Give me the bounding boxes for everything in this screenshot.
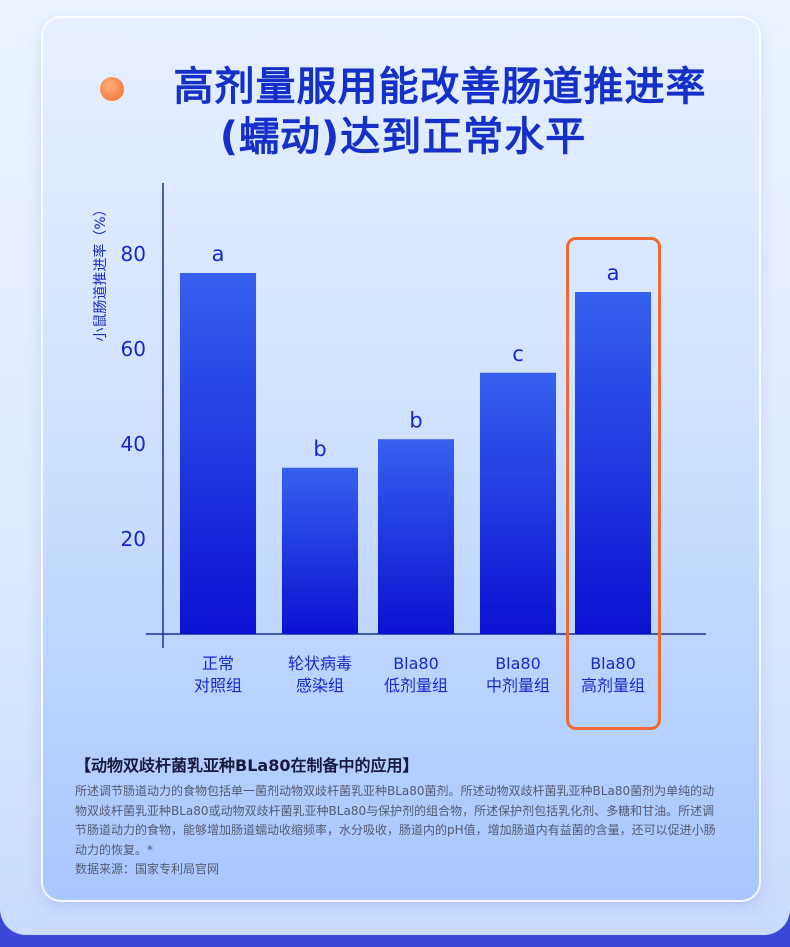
title-bullet-icon bbox=[100, 77, 124, 101]
bar bbox=[282, 467, 358, 634]
x-tick-label: 正常 对照组 bbox=[193, 654, 242, 695]
bar bbox=[180, 273, 256, 634]
page-title: 高剂量服用能改善肠道推进率 (蠕动)达到正常水平 bbox=[60, 62, 760, 162]
x-tick-label: 轮状病毒 感染组 bbox=[287, 654, 352, 695]
note-source: 数据来源：国家专利局官网 bbox=[75, 862, 220, 876]
x-tick-label: Bla80 低剂量组 bbox=[383, 654, 448, 695]
significance-label: b bbox=[409, 408, 422, 432]
bar bbox=[378, 439, 454, 634]
highlight-box bbox=[566, 237, 661, 730]
title-line-1: 高剂量服用能改善肠道推进率 bbox=[173, 64, 707, 110]
title-line-2: (蠕动)达到正常水平 bbox=[219, 114, 587, 160]
x-tick-label: Bla80 高剂量组 bbox=[580, 654, 645, 695]
y-tick-label: 20 bbox=[121, 527, 146, 551]
note-title: 【动物双歧杆菌乳亚种BLa80在制备中的应用】 bbox=[75, 756, 419, 775]
significance-label: a bbox=[212, 242, 225, 266]
bar bbox=[480, 372, 556, 634]
note-section: 【动物双歧杆菌乳亚种BLa80在制备中的应用】 所述调节肠道动力的食物包括单一菌… bbox=[75, 752, 725, 879]
significance-label: c bbox=[512, 342, 524, 366]
significance-label: a bbox=[607, 261, 620, 285]
bar bbox=[575, 292, 651, 634]
note-body: 所述调节肠道动力的食物包括单一菌剂动物双歧杆菌乳亚种BLa80菌剂。所述动物双歧… bbox=[75, 784, 716, 857]
x-tick-label: Bla80 中剂量组 bbox=[485, 654, 550, 695]
y-tick-label: 60 bbox=[121, 337, 146, 361]
significance-label: b bbox=[313, 437, 326, 461]
y-tick-label: 80 bbox=[121, 242, 146, 266]
y-tick-label: 40 bbox=[121, 432, 146, 456]
